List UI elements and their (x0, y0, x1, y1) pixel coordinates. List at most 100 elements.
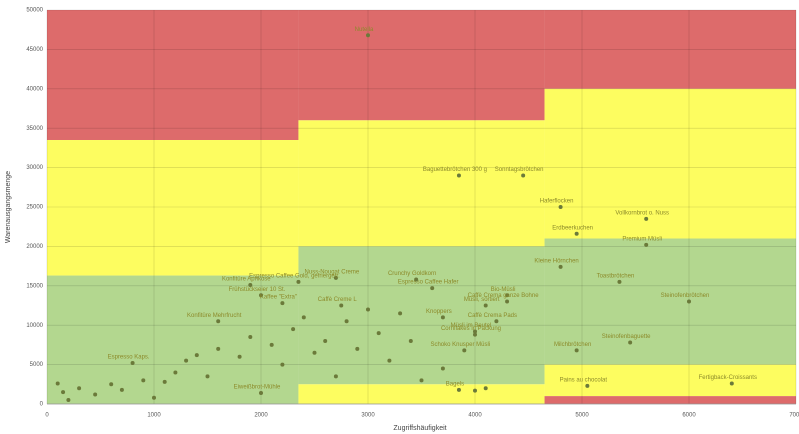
point-label: Müsli, sortiert (464, 297, 500, 303)
point (494, 319, 499, 324)
point-label: Sonntagsbrötchen (495, 167, 544, 173)
point (130, 361, 135, 366)
point (398, 311, 403, 316)
point (152, 395, 156, 400)
zone (298, 384, 545, 404)
zone (47, 140, 299, 276)
y-tick-label: 15000 (26, 283, 43, 289)
point (462, 348, 467, 353)
point (173, 370, 178, 375)
point (440, 366, 445, 371)
point-label: Pains au chocolat (560, 377, 608, 383)
point (119, 387, 124, 392)
point (194, 353, 199, 358)
point-label: Haferflocken (540, 199, 574, 205)
point-label: Caffè Crema Pads (468, 313, 517, 319)
point (617, 279, 622, 284)
point-label: Kleine Hörnchen (534, 258, 578, 264)
zone (544, 396, 796, 404)
x-tick-label: 2000 (254, 413, 268, 419)
point-label: Bio-Müsli (491, 287, 516, 293)
point (184, 358, 189, 363)
y-tick-label: 25000 (26, 205, 43, 211)
x-tick-label: 1000 (147, 413, 161, 419)
point (301, 315, 306, 320)
y-tick-label: 0 (40, 402, 44, 408)
point (93, 392, 98, 397)
point (440, 315, 445, 320)
point (483, 386, 488, 391)
point-label: Bagels (446, 381, 464, 387)
point-label: Kaffee "Extra" (260, 295, 297, 301)
point (66, 398, 71, 403)
y-tick-label: 5000 (30, 362, 44, 368)
y-tick-label: 50000 (26, 8, 43, 14)
point (456, 387, 461, 392)
zone (544, 238, 796, 365)
point (259, 293, 263, 298)
point (687, 299, 691, 304)
point (456, 173, 461, 178)
zone (298, 10, 545, 121)
x-tick-label: 7000 (789, 413, 799, 419)
y-tick-label: 45000 (26, 47, 43, 53)
point (333, 374, 338, 379)
point-label: Espresso Caffee Gold, gefriergetr. (249, 273, 340, 279)
point (505, 293, 510, 298)
y-tick-label: 10000 (26, 323, 43, 329)
point (248, 335, 253, 340)
point-label: Steinofenbrötchen (661, 293, 710, 299)
point (430, 286, 435, 291)
zone (544, 364, 796, 397)
point-label: Vollkornbrot o. Nuss (615, 210, 669, 216)
point-label: Nutella (355, 27, 374, 33)
y-tick-label: 40000 (26, 86, 43, 92)
point-label: Toastbrötchen (597, 273, 635, 279)
point-label: Espresso Kaps. (108, 355, 150, 361)
point (376, 331, 381, 336)
point (312, 350, 317, 355)
point-label: Erdbeerkuchen (552, 225, 593, 231)
point (280, 362, 285, 367)
point (414, 277, 419, 282)
point (644, 242, 649, 247)
point (109, 382, 114, 387)
point (280, 301, 285, 306)
x-tick-label: 5000 (575, 413, 589, 419)
point (259, 390, 263, 395)
point (483, 303, 488, 308)
point (344, 319, 349, 324)
y-tick-label: 20000 (26, 244, 43, 250)
point (77, 386, 82, 391)
point (333, 275, 338, 280)
zone (544, 10, 796, 89)
point-label: Fertigback-Croissants (699, 375, 757, 381)
point-label: Crunchy Goldkorn (388, 271, 436, 277)
x-tick-label: 3000 (361, 413, 375, 419)
point (216, 319, 221, 324)
x-axis-title: Zugriffshäufigkeit (393, 425, 446, 432)
point (141, 378, 146, 383)
point-label: Schoko Knusper Müsli (430, 342, 490, 348)
point (473, 329, 477, 334)
point (205, 374, 210, 379)
point-label: Espresso Caffee Hafer (398, 280, 459, 286)
point (558, 264, 563, 269)
point-label: Konfitüre Mehrfrucht (187, 313, 242, 319)
point-label: Frühstückseier 10 St. (229, 287, 286, 293)
point (505, 299, 510, 304)
point (729, 381, 734, 386)
x-tick-label: 4000 (468, 413, 482, 419)
point-label: Knoppers (426, 309, 452, 315)
zone (298, 246, 545, 385)
point (323, 338, 328, 343)
point (473, 332, 477, 337)
point (574, 348, 579, 353)
point (61, 390, 66, 395)
point-label: Premium Müsli (622, 236, 662, 242)
y-tick-label: 30000 (26, 165, 43, 171)
point (296, 279, 301, 284)
point (473, 388, 477, 393)
point-label: Caffè Creme L (318, 297, 358, 303)
